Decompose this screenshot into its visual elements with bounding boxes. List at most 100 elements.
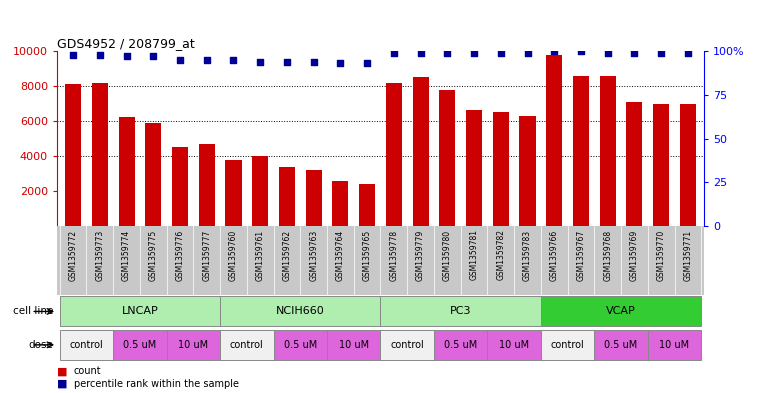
- Text: count: count: [74, 366, 101, 376]
- Point: [575, 48, 587, 54]
- Text: cell line: cell line: [13, 307, 53, 316]
- Bar: [279, 167, 295, 226]
- Point: [201, 57, 213, 63]
- Text: control: control: [69, 340, 103, 350]
- Point: [415, 50, 427, 56]
- Text: control: control: [230, 340, 264, 350]
- Bar: [600, 77, 616, 226]
- Bar: [220, 296, 380, 327]
- Bar: [60, 296, 220, 327]
- Text: 0.5 uM: 0.5 uM: [123, 340, 157, 350]
- Bar: [541, 296, 701, 327]
- Text: control: control: [551, 340, 584, 350]
- Point: [174, 57, 186, 63]
- Bar: [573, 77, 589, 226]
- Bar: [199, 144, 215, 226]
- Text: control: control: [390, 340, 424, 350]
- Bar: [653, 103, 669, 226]
- Text: GSM1359767: GSM1359767: [577, 230, 585, 281]
- Text: GSM1359772: GSM1359772: [68, 230, 78, 281]
- Text: 0.5 uM: 0.5 uM: [604, 340, 638, 350]
- Bar: [327, 330, 380, 360]
- Point: [655, 50, 667, 56]
- Text: GSM1359775: GSM1359775: [149, 230, 158, 281]
- Text: GSM1359771: GSM1359771: [683, 230, 693, 281]
- Text: GSM1359778: GSM1359778: [390, 230, 398, 281]
- Bar: [92, 83, 108, 226]
- Text: GSM1359776: GSM1359776: [176, 230, 184, 281]
- Bar: [225, 160, 241, 226]
- Text: GSM1359781: GSM1359781: [470, 230, 479, 281]
- Point: [602, 50, 614, 56]
- Text: GSM1359760: GSM1359760: [229, 230, 238, 281]
- Text: 0.5 uM: 0.5 uM: [284, 340, 317, 350]
- Bar: [172, 147, 188, 226]
- Bar: [306, 170, 322, 226]
- Bar: [493, 112, 509, 226]
- Text: GSM1359777: GSM1359777: [202, 230, 212, 281]
- Bar: [626, 102, 642, 226]
- Text: GSM1359779: GSM1359779: [416, 230, 425, 281]
- Text: GSM1359770: GSM1359770: [657, 230, 666, 281]
- Bar: [333, 182, 349, 226]
- Text: PC3: PC3: [450, 307, 471, 316]
- Text: ■: ■: [57, 366, 68, 376]
- Point: [682, 50, 694, 56]
- Text: GSM1359762: GSM1359762: [282, 230, 291, 281]
- Text: 10 uM: 10 uM: [339, 340, 369, 350]
- Bar: [60, 330, 113, 360]
- Bar: [145, 123, 161, 226]
- Point: [228, 57, 240, 63]
- Point: [441, 50, 454, 56]
- Text: GSM1359764: GSM1359764: [336, 230, 345, 281]
- Point: [334, 60, 346, 66]
- Text: GSM1359773: GSM1359773: [95, 230, 104, 281]
- Bar: [274, 330, 327, 360]
- Point: [67, 51, 79, 58]
- Text: percentile rank within the sample: percentile rank within the sample: [74, 378, 239, 389]
- Bar: [546, 55, 562, 226]
- Text: 10 uM: 10 uM: [178, 340, 209, 350]
- Point: [521, 50, 533, 56]
- Text: LNCAP: LNCAP: [122, 307, 158, 316]
- Text: dose: dose: [28, 340, 53, 350]
- Bar: [386, 83, 402, 226]
- Bar: [380, 296, 541, 327]
- Bar: [648, 330, 701, 360]
- Text: ■: ■: [57, 378, 68, 389]
- Text: GSM1359780: GSM1359780: [443, 230, 452, 281]
- Text: GSM1359782: GSM1359782: [496, 230, 505, 281]
- Bar: [65, 84, 81, 226]
- Bar: [466, 110, 482, 226]
- Text: GSM1359761: GSM1359761: [256, 230, 265, 281]
- Text: GSM1359769: GSM1359769: [630, 230, 639, 281]
- Bar: [119, 117, 135, 226]
- Bar: [412, 77, 428, 226]
- Bar: [434, 330, 487, 360]
- Text: GSM1359783: GSM1359783: [523, 230, 532, 281]
- Point: [629, 50, 641, 56]
- Text: 0.5 uM: 0.5 uM: [444, 340, 477, 350]
- Bar: [520, 116, 536, 226]
- Point: [147, 53, 159, 59]
- Bar: [359, 184, 375, 226]
- Bar: [594, 330, 648, 360]
- Text: 10 uM: 10 uM: [499, 340, 529, 350]
- Point: [281, 59, 293, 65]
- Point: [388, 50, 400, 56]
- Text: 10 uM: 10 uM: [660, 340, 689, 350]
- Bar: [113, 330, 167, 360]
- Text: GDS4952 / 208799_at: GDS4952 / 208799_at: [57, 37, 195, 50]
- Bar: [167, 330, 220, 360]
- Text: GSM1359774: GSM1359774: [122, 230, 131, 281]
- Bar: [439, 90, 455, 226]
- Bar: [680, 105, 696, 226]
- Point: [361, 60, 373, 66]
- Point: [468, 50, 480, 56]
- Bar: [487, 330, 541, 360]
- Bar: [252, 156, 268, 226]
- Text: GSM1359765: GSM1359765: [363, 230, 371, 281]
- Point: [548, 48, 560, 54]
- Bar: [541, 330, 594, 360]
- Point: [120, 53, 132, 59]
